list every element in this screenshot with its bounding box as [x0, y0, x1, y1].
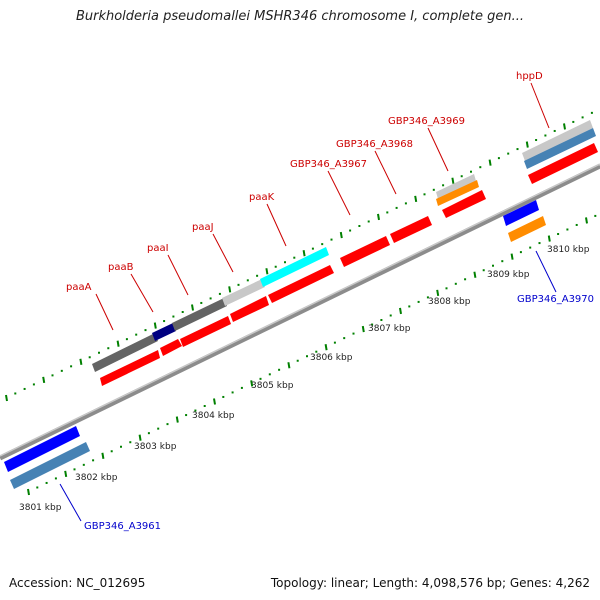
upper-tick: [5, 394, 8, 402]
label-leader-line: [374, 150, 397, 195]
backbone-line: [0, 163, 600, 461]
feature-label[interactable]: GBP346_A3969: [388, 116, 465, 127]
lower-tick: [324, 344, 328, 351]
gene-GBP346-A3969-red[interactable]: [442, 190, 486, 218]
scale-label: 3802 kbp: [75, 473, 118, 483]
topology-text: Topology: linear; Length: 4,098,576 bp; …: [270, 576, 590, 590]
gene-paaA[interactable]: [92, 333, 158, 372]
feature-label[interactable]: GBP346_A3961: [84, 521, 161, 532]
lower-tick: [585, 217, 588, 224]
scale-label: 3804 kbp: [192, 411, 235, 421]
gene-paaB[interactable]: [152, 323, 176, 341]
scale-label: 3806 kbp: [310, 353, 353, 363]
label-leader-line: [167, 254, 189, 296]
gene-red-1[interactable]: [100, 350, 160, 386]
lower-tick: [101, 452, 105, 459]
feature-label[interactable]: GBP346_A3967: [290, 159, 367, 170]
feature-label[interactable]: hppD: [516, 71, 543, 82]
upper-scale-ticks: [5, 111, 593, 402]
gene-GBP346-A3969[interactable]: [436, 180, 479, 206]
gene-hppD-red[interactable]: [528, 143, 598, 184]
upper-tick: [265, 268, 269, 275]
scale-label: 3808 kbp: [428, 297, 471, 307]
gene-GBP346-A3968[interactable]: [390, 216, 432, 243]
feature-label[interactable]: paaK: [249, 192, 275, 203]
lower-tick: [250, 380, 254, 387]
label-leaders: [59, 82, 557, 522]
feature-label[interactable]: paaI: [147, 243, 169, 254]
scale-label: 3807 kbp: [368, 324, 411, 334]
label-leader-line: [530, 82, 550, 129]
scale-label: 3805 kbp: [251, 381, 294, 391]
feature-label[interactable]: GBP346_A3968: [336, 139, 413, 150]
lower-tick: [547, 235, 551, 242]
lower-tick: [27, 488, 30, 496]
gene-paaK[interactable]: [260, 247, 329, 287]
feature-label[interactable]: paaJ: [192, 222, 214, 233]
gene-GBP346-A3970-orange[interactable]: [508, 216, 546, 242]
upper-tick: [339, 231, 343, 239]
upper-tick: [302, 250, 306, 257]
upper-tick: [414, 195, 418, 203]
gene-GBP346-A3961-steel[interactable]: [10, 442, 90, 489]
label-leader-line: [130, 273, 154, 313]
upper-tick: [42, 376, 46, 384]
gene-GBP346-A3970[interactable]: [503, 200, 539, 226]
gene-paaJ[interactable]: [222, 279, 265, 306]
lower-tick: [213, 398, 216, 405]
upper-tick: [191, 304, 194, 311]
upper-tick: [377, 213, 380, 221]
lower-tick: [287, 362, 291, 369]
upper-tick: [79, 358, 83, 365]
label-leader-line: [59, 483, 82, 522]
scale-labels: 3801 kbp 3802 kbp 3803 kbp 3804 kbp 3805 kbp…: [19, 245, 590, 513]
upper-tick: [451, 177, 455, 184]
lower-tick: [510, 253, 514, 260]
label-leader-line: [327, 170, 351, 216]
upper-tick: [228, 286, 232, 293]
gene-red-2[interactable]: [160, 339, 182, 356]
upper-tick: [153, 322, 157, 329]
feature-label[interactable]: paaA: [66, 282, 92, 293]
lower-tick: [361, 325, 365, 333]
gene-red-4[interactable]: [230, 296, 269, 322]
lower-tick: [64, 470, 68, 478]
feature-label[interactable]: paaB: [108, 262, 134, 273]
lower-tick: [175, 416, 179, 423]
feature-labels: paaA paaB paaI paaJ paaK GBP346_A3967 GBP346_A…: [66, 71, 594, 532]
lower-tick: [436, 289, 440, 297]
gene-hppD[interactable]: [524, 128, 596, 169]
upper-tick: [525, 141, 529, 148]
map-title: Burkholderia pseudomallei MSHR346 chromo…: [75, 9, 525, 24]
gene-GBP346-A3967[interactable]: [340, 236, 390, 267]
label-leader-line: [427, 127, 449, 172]
label-leader-line: [212, 233, 234, 273]
gene-hppD-gray[interactable]: [522, 120, 593, 161]
gene-GBP346-A3961[interactable]: [4, 426, 80, 472]
lower-tick: [138, 434, 142, 441]
scale-label: 3801 kbp: [19, 503, 62, 513]
label-leader-line: [266, 203, 287, 247]
scale-label: 3810 kbp: [547, 245, 590, 255]
gene-GBP346-A3969-gray[interactable]: [436, 174, 476, 199]
lower-tick: [473, 271, 477, 278]
upper-tick: [116, 340, 120, 347]
scale-label: 3809 kbp: [487, 270, 530, 280]
upper-tick: [563, 123, 566, 130]
lower-scale-ticks: [27, 214, 597, 496]
feature-label[interactable]: GBP346_A3970: [517, 294, 594, 305]
gene-red-3[interactable]: [180, 316, 231, 347]
scale-label: 3803 kbp: [134, 442, 177, 452]
gene-red-5[interactable]: [268, 265, 334, 303]
label-leader-line: [535, 250, 557, 293]
gene-paaI[interactable]: [172, 298, 227, 331]
accession-text: Accession: NC_012695: [9, 576, 146, 590]
upper-tick: [488, 159, 492, 166]
label-leader-line: [95, 293, 114, 331]
lower-tick: [399, 307, 402, 315]
